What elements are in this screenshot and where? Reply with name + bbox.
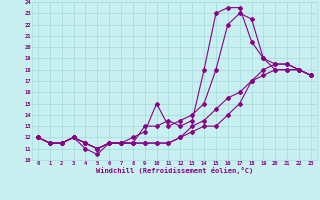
X-axis label: Windchill (Refroidissement éolien,°C): Windchill (Refroidissement éolien,°C)	[96, 167, 253, 174]
